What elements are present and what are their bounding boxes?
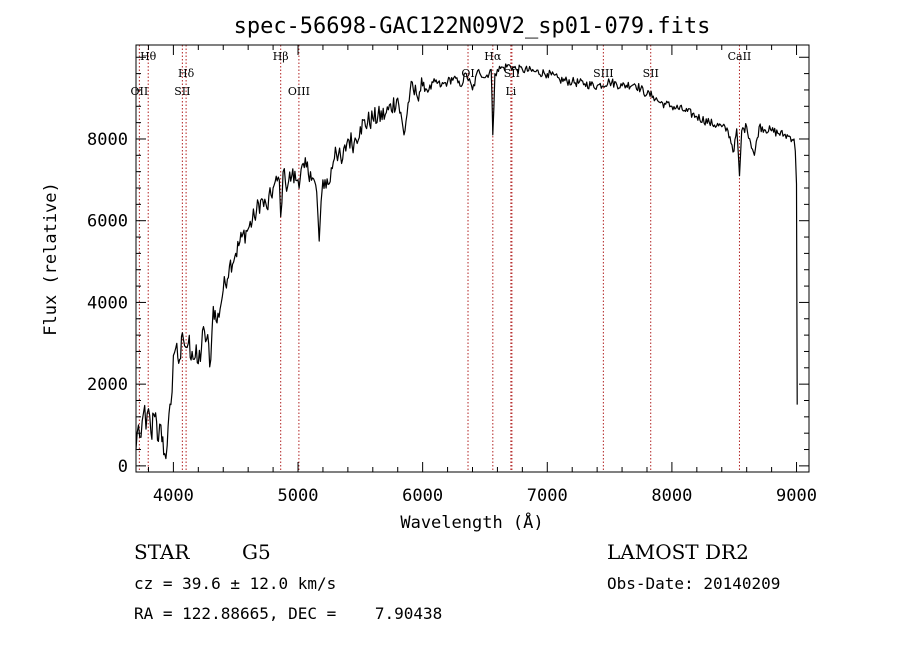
axis-ticks (136, 45, 809, 472)
axis-tick-labels: 4000 5000 6000 7000 8000 9000 0 2000 4000 6000 800… (87, 130, 817, 506)
object-subclass: G5 (242, 540, 271, 564)
marker-label-4: Hβ (273, 50, 289, 63)
y-tick-label: 4000 (87, 293, 128, 313)
marker-label-5: OIII (288, 85, 310, 98)
object-class: STAR (134, 540, 190, 564)
y-axis-label: Flux (relative) (41, 182, 61, 336)
marker-label-8: Li (505, 85, 516, 98)
chart-title: spec-56698-GAC122N09V2_sp01-079.fits (234, 14, 711, 39)
x-tick-label: 8000 (651, 486, 692, 506)
marker-label-2: Hδ (178, 67, 195, 80)
plot-area (135, 63, 798, 460)
survey-name: LAMOST DR2 (607, 540, 749, 564)
marker-label-11: SII (643, 67, 659, 80)
marker-label-6: OI (461, 67, 474, 80)
x-tick-label: 7000 (527, 486, 568, 506)
marker-label-10: SIII (593, 67, 614, 80)
y-tick-label: 2000 (87, 375, 128, 395)
marker-label-7: Hα (484, 50, 502, 63)
spectral-line-markers: Hθ OII Hδ SII Hβ OIII OI Hα Li SII SIII SII CaII (131, 45, 752, 472)
y-tick-label: 0 (118, 457, 128, 477)
coordinates-line: RA = 122.88665, DEC = 7.90438 (134, 604, 443, 623)
marker-label-1: OII (131, 85, 149, 98)
y-tick-label: 8000 (87, 130, 128, 150)
x-tick-label: 5000 (278, 486, 319, 506)
x-tick-label: 4000 (153, 486, 194, 506)
marker-label-3: SII (174, 85, 190, 98)
x-axis-label: Wavelength (Å) (400, 511, 543, 533)
marker-label-9: SII (504, 67, 520, 80)
plot-frame (135, 44, 810, 473)
x-tick-label: 9000 (776, 486, 817, 506)
obs-date-line: Obs-Date: 20140209 (607, 574, 781, 593)
x-tick-label: 6000 (402, 486, 443, 506)
y-tick-label: 6000 (87, 212, 128, 232)
marker-label-0: Hθ (140, 50, 157, 63)
marker-label-12: CaII (728, 50, 752, 63)
spectrum-line (135, 63, 798, 460)
redshift-line: cz = 39.6 ± 12.0 km/s (134, 574, 337, 593)
